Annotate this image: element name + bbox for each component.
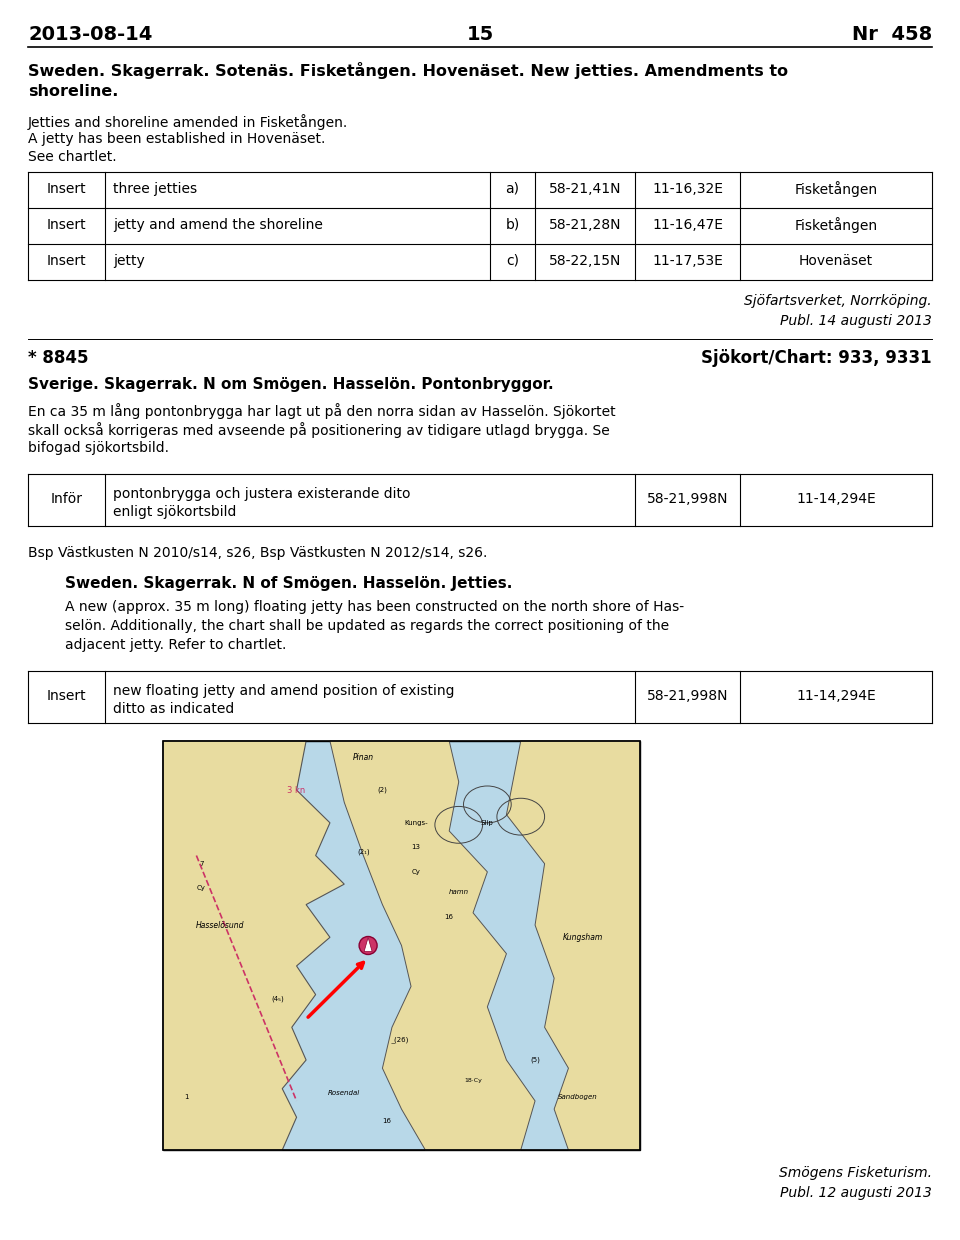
Text: Smögens Fisketurism.: Smögens Fisketurism. xyxy=(779,1166,932,1180)
Polygon shape xyxy=(163,742,345,1149)
Text: 58-21,28N: 58-21,28N xyxy=(549,218,621,232)
Text: (2): (2) xyxy=(377,787,387,794)
Text: Insert: Insert xyxy=(47,182,86,196)
Text: Sjökort/Chart: 933, 9331: Sjökort/Chart: 933, 9331 xyxy=(702,348,932,367)
Text: a): a) xyxy=(506,182,519,196)
Text: Insert: Insert xyxy=(47,254,86,268)
Text: 7: 7 xyxy=(199,861,204,867)
Text: Inför: Inför xyxy=(51,492,83,506)
Text: 11-16,32E: 11-16,32E xyxy=(652,182,723,196)
Text: skall också korrigeras med avseende på positionering av tidigare utlagd brygga. : skall också korrigeras med avseende på p… xyxy=(28,422,610,438)
Text: En ca 35 m lång pontonbrygga har lagt ut på den norra sidan av Hasselön. Sjökort: En ca 35 m lång pontonbrygga har lagt ut… xyxy=(28,403,615,419)
Text: new floating jetty and amend position of existing: new floating jetty and amend position of… xyxy=(113,684,454,698)
Text: Sjöfartsverket, Norrköping.: Sjöfartsverket, Norrköping. xyxy=(744,294,932,308)
Polygon shape xyxy=(507,742,640,1149)
Text: See chartlet.: See chartlet. xyxy=(28,150,116,164)
Text: * 8845: * 8845 xyxy=(28,348,88,367)
Text: selön. Additionally, the chart shall be updated as regards the correct positioni: selön. Additionally, the chart shall be … xyxy=(65,619,669,632)
Text: Slip: Slip xyxy=(481,820,493,826)
Text: Hovenäset: Hovenäset xyxy=(799,254,873,268)
Text: enligt sjökortsbild: enligt sjökortsbild xyxy=(113,505,236,520)
Polygon shape xyxy=(330,742,535,1149)
Text: hamn: hamn xyxy=(448,889,468,895)
Text: three jetties: three jetties xyxy=(113,182,197,196)
Text: Rosendal: Rosendal xyxy=(328,1090,360,1096)
Text: Fisketången: Fisketången xyxy=(795,181,877,197)
Text: Bsp Västkusten N 2010/s14, s26, Bsp Västkusten N 2012/s14, s26.: Bsp Västkusten N 2010/s14, s26, Bsp Väst… xyxy=(28,546,488,560)
Text: ̲(26): ̲(26) xyxy=(395,1037,409,1043)
Text: Publ. 14 augusti 2013: Publ. 14 augusti 2013 xyxy=(780,314,932,329)
Text: 16: 16 xyxy=(444,914,454,920)
Text: 3 kn: 3 kn xyxy=(287,786,305,795)
Text: Fisketången: Fisketången xyxy=(795,217,877,233)
Text: Insert: Insert xyxy=(47,218,86,232)
Text: Insert: Insert xyxy=(47,689,86,703)
Text: adjacent jetty. Refer to chartlet.: adjacent jetty. Refer to chartlet. xyxy=(65,639,286,652)
Text: A new (approx. 35 m long) floating jetty has been constructed on the north shore: A new (approx. 35 m long) floating jetty… xyxy=(65,600,684,614)
Text: Kungsham: Kungsham xyxy=(563,932,603,942)
Text: 1: 1 xyxy=(184,1094,189,1100)
Text: 11-17,53E: 11-17,53E xyxy=(652,254,723,268)
Text: Cy: Cy xyxy=(412,869,420,875)
Text: Sweden. Skagerrak. Sotenäs. Fisketången. Hovenäset. New jetties. Amendments to: Sweden. Skagerrak. Sotenäs. Fisketången.… xyxy=(28,62,788,79)
Text: Jetties and shoreline amended in Fisketången.: Jetties and shoreline amended in Fisketå… xyxy=(28,114,348,130)
Text: Publ. 12 augusti 2013: Publ. 12 augusti 2013 xyxy=(780,1185,932,1200)
Text: pontonbrygga och justera existerande dito: pontonbrygga och justera existerande dit… xyxy=(113,487,411,501)
Text: Sverige. Skagerrak. N om Smögen. Hasselön. Pontonbryggor.: Sverige. Skagerrak. N om Smögen. Hasselö… xyxy=(28,377,554,392)
Text: A jetty has been established in Hovenäset.: A jetty has been established in Hovenäse… xyxy=(28,131,325,146)
Text: Hasselösund: Hasselösund xyxy=(196,920,245,930)
Text: bifogad sjökortsbild.: bifogad sjökortsbild. xyxy=(28,441,169,455)
Text: 18·Cy: 18·Cy xyxy=(464,1078,482,1083)
Text: jetty and amend the shoreline: jetty and amend the shoreline xyxy=(113,218,323,232)
Text: 58-21,998N: 58-21,998N xyxy=(647,492,729,506)
Text: 58-22,15N: 58-22,15N xyxy=(549,254,621,268)
Text: (4₅): (4₅) xyxy=(271,996,284,1002)
Text: Sweden. Skagerrak. N of Smögen. Hasselön. Jetties.: Sweden. Skagerrak. N of Smögen. Hasselön… xyxy=(65,577,513,591)
Text: Sandbogen: Sandbogen xyxy=(558,1094,598,1100)
Polygon shape xyxy=(364,937,372,951)
Text: 13: 13 xyxy=(411,844,420,851)
Text: 15: 15 xyxy=(467,25,493,43)
Text: Pinan: Pinan xyxy=(352,753,373,761)
Bar xyxy=(163,742,640,1149)
Text: jetty: jetty xyxy=(113,254,145,268)
Text: ditto as indicated: ditto as indicated xyxy=(113,702,234,715)
Text: Cy: Cy xyxy=(197,885,205,892)
Text: Nr  458: Nr 458 xyxy=(852,25,932,43)
Bar xyxy=(163,742,640,1149)
Text: shoreline.: shoreline. xyxy=(28,84,118,99)
Text: 11-16,47E: 11-16,47E xyxy=(652,218,723,232)
Text: (2₁): (2₁) xyxy=(357,848,370,854)
Text: 58-21,998N: 58-21,998N xyxy=(647,689,729,703)
Text: (5): (5) xyxy=(530,1056,540,1063)
Text: Kungs-: Kungs- xyxy=(404,820,427,826)
Text: 11-14,294E: 11-14,294E xyxy=(796,689,876,703)
Text: b): b) xyxy=(505,218,519,232)
Text: 16: 16 xyxy=(383,1118,392,1125)
Text: 2013-08-14: 2013-08-14 xyxy=(28,25,153,43)
Text: c): c) xyxy=(506,254,519,268)
Circle shape xyxy=(359,936,377,955)
Text: 11-14,294E: 11-14,294E xyxy=(796,492,876,506)
Text: 58-21,41N: 58-21,41N xyxy=(549,182,621,196)
